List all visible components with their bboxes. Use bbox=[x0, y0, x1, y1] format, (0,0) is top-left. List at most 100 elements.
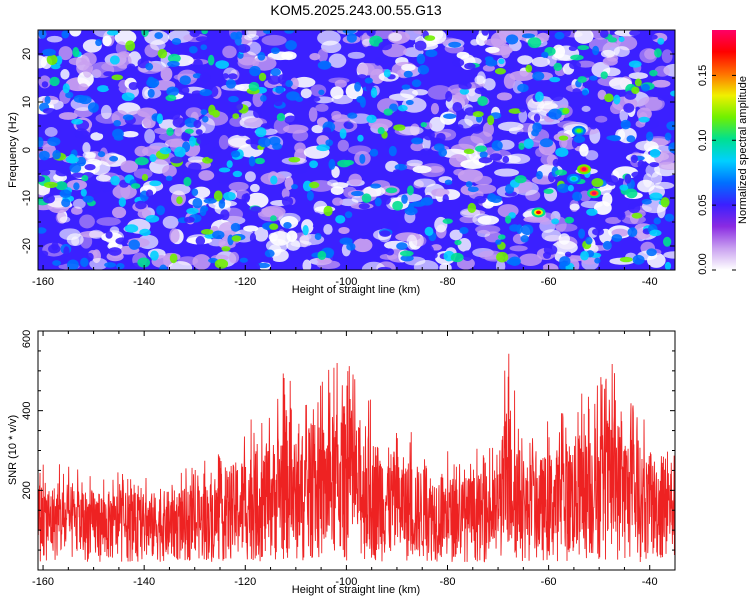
heatmap-blob bbox=[232, 170, 243, 178]
heatmap-blob bbox=[195, 36, 210, 42]
heatmap-blob bbox=[589, 75, 598, 81]
heatmap-trough bbox=[82, 64, 92, 78]
heatmap-blob bbox=[243, 127, 255, 136]
heatmap-trough bbox=[558, 233, 570, 245]
heatmap-trough bbox=[580, 200, 603, 209]
heatmap-blob bbox=[501, 103, 510, 110]
heatmap-blob bbox=[87, 183, 102, 194]
heatmap-trough bbox=[261, 34, 287, 46]
heatmap-blob bbox=[307, 96, 321, 102]
heatmap-blob bbox=[649, 192, 663, 201]
heatmap-blob bbox=[559, 256, 571, 267]
heatmap-blob bbox=[668, 142, 675, 154]
heatmap-blob bbox=[392, 169, 401, 176]
heatmap-blob bbox=[225, 79, 237, 89]
heatmap-blob bbox=[230, 150, 241, 158]
heatmap-blob bbox=[478, 157, 493, 164]
x-tick-label: -120 bbox=[234, 276, 256, 288]
heatmap-blob bbox=[527, 37, 542, 49]
heatmap-blob bbox=[388, 145, 397, 157]
heatmap-trough bbox=[245, 41, 262, 56]
heatmap-trough bbox=[651, 79, 671, 88]
heatmap-blob bbox=[399, 250, 414, 257]
heatmap-blob bbox=[455, 124, 464, 131]
heatmap-trough bbox=[289, 77, 299, 90]
heatmap-blob bbox=[165, 94, 177, 102]
heatmap-blob bbox=[463, 148, 475, 155]
heatmap-blob bbox=[309, 212, 322, 220]
heatmap-blob bbox=[109, 155, 119, 162]
heatmap-blob bbox=[464, 62, 476, 70]
heatmap-trough bbox=[300, 88, 312, 99]
heatmap-trough bbox=[222, 45, 237, 59]
heatmap-blob bbox=[277, 74, 287, 85]
heatmap-blob bbox=[366, 30, 376, 37]
heatmap-blob bbox=[646, 248, 657, 257]
heatmap-blob bbox=[276, 112, 286, 122]
heatmap-blob bbox=[543, 244, 558, 255]
heatmap-blob bbox=[577, 45, 590, 51]
heatmap-trough bbox=[223, 207, 244, 222]
heatmap-blob bbox=[342, 30, 357, 34]
heatmap-blob bbox=[477, 95, 488, 107]
heatmap-blob bbox=[189, 30, 201, 38]
heatmap-blob bbox=[611, 234, 623, 242]
heatmap-trough bbox=[619, 108, 629, 123]
heatmap-blob bbox=[424, 35, 436, 41]
heatmap-blob bbox=[664, 261, 672, 270]
heatmap-blob bbox=[364, 77, 373, 84]
heatmap-blob bbox=[126, 63, 136, 72]
heatmap-blob bbox=[562, 30, 571, 37]
heatmap-blob bbox=[448, 41, 462, 48]
heatmap-blob bbox=[121, 92, 135, 102]
heatmap-trough bbox=[197, 117, 215, 134]
heatmap-trough bbox=[334, 79, 347, 88]
heatmap-blob bbox=[631, 86, 640, 95]
heatmap-blob bbox=[354, 81, 362, 92]
heatmap-blob bbox=[122, 114, 134, 121]
heatmap-blob bbox=[536, 263, 544, 270]
heatmap-blob bbox=[228, 95, 239, 103]
heatmap-trough bbox=[112, 206, 127, 219]
heatmap-trough bbox=[79, 214, 95, 229]
heatmap-blob bbox=[284, 115, 298, 125]
heatmap-blob bbox=[378, 41, 392, 51]
heatmap-blob bbox=[495, 239, 502, 245]
heatmap-blob bbox=[147, 88, 155, 98]
heatmap-blob bbox=[55, 168, 69, 177]
heatmap-blob bbox=[115, 237, 129, 245]
heatmap-trough bbox=[576, 60, 595, 68]
heatmap-trough bbox=[323, 223, 333, 235]
heatmap-blob bbox=[401, 194, 408, 204]
heatmap-trough bbox=[142, 86, 151, 100]
heatmap-blob bbox=[52, 260, 61, 266]
heatmap-blob bbox=[41, 81, 49, 88]
heatmap-trough bbox=[348, 173, 362, 186]
heatmap-blob bbox=[519, 106, 526, 113]
heatmap-blob bbox=[630, 154, 638, 163]
heatmap-blob bbox=[489, 153, 503, 161]
heatmap-blob bbox=[411, 137, 424, 145]
heatmap-blob bbox=[183, 216, 195, 223]
heatmap-blob bbox=[249, 232, 257, 243]
heatmap-blob bbox=[232, 113, 240, 120]
heatmap-blob bbox=[52, 149, 61, 160]
heatmap-blob bbox=[443, 113, 457, 119]
heatmap-blob bbox=[577, 76, 587, 83]
heatmap-trough bbox=[457, 237, 472, 252]
heatmap-trough bbox=[120, 160, 139, 173]
heatmap-trough bbox=[475, 224, 501, 234]
heatmap-trough bbox=[610, 102, 623, 115]
heatmap-blob bbox=[248, 81, 260, 92]
heatmap-blob bbox=[145, 215, 160, 223]
heatmap-blob bbox=[67, 259, 79, 270]
heatmap-blob bbox=[42, 193, 55, 204]
heatmap-trough bbox=[102, 35, 112, 47]
heatmap-blob bbox=[314, 232, 322, 241]
heatmap-trough bbox=[470, 39, 480, 46]
heatmap-blob bbox=[420, 148, 433, 156]
heatmap-blob bbox=[534, 91, 544, 102]
heatmap-blob bbox=[452, 58, 465, 67]
colorbar-tick-label: 0.15 bbox=[697, 65, 709, 86]
x-tick-label: -140 bbox=[133, 276, 155, 288]
